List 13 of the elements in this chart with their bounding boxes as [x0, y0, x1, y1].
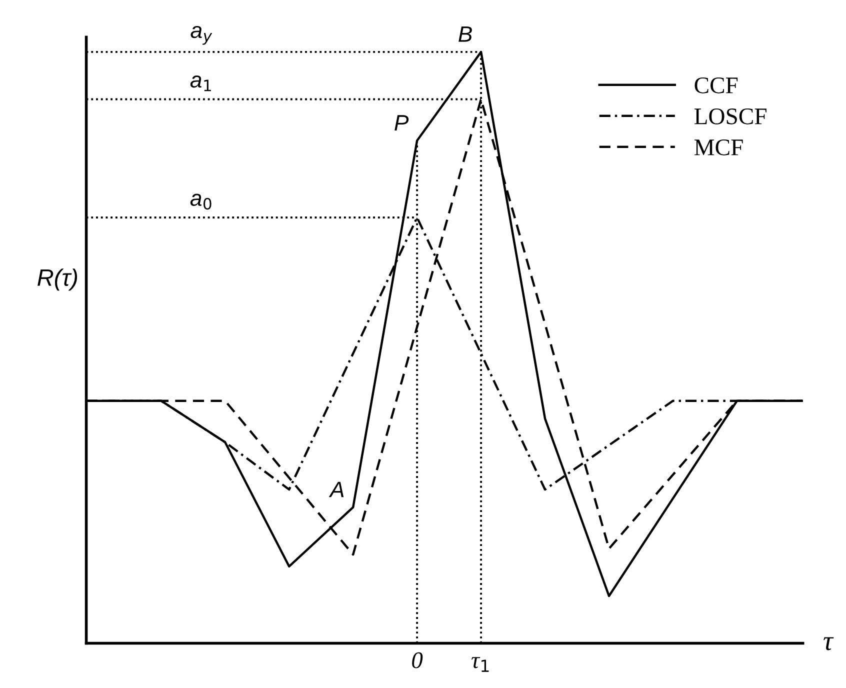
annotation: A [328, 482, 344, 498]
legend-label: MCF [694, 139, 743, 156]
x-tick-label: 0 [412, 652, 423, 668]
x-axis-title: τ [824, 637, 834, 650]
legend-label: CCF [694, 77, 738, 94]
x-tick-label: τ$_{1}$ [472, 657, 489, 672]
ref-line-label: a$_{0}$ [190, 194, 212, 210]
legend-label: LOSCF [694, 108, 766, 124]
ref-line-label: a$_{1}$ [190, 76, 211, 92]
annotation: P [394, 115, 409, 130]
y-axis-title: R(τ) [38, 268, 78, 291]
annotation: B [458, 26, 472, 42]
ref-line-label: a$_{y}$ [190, 26, 212, 45]
